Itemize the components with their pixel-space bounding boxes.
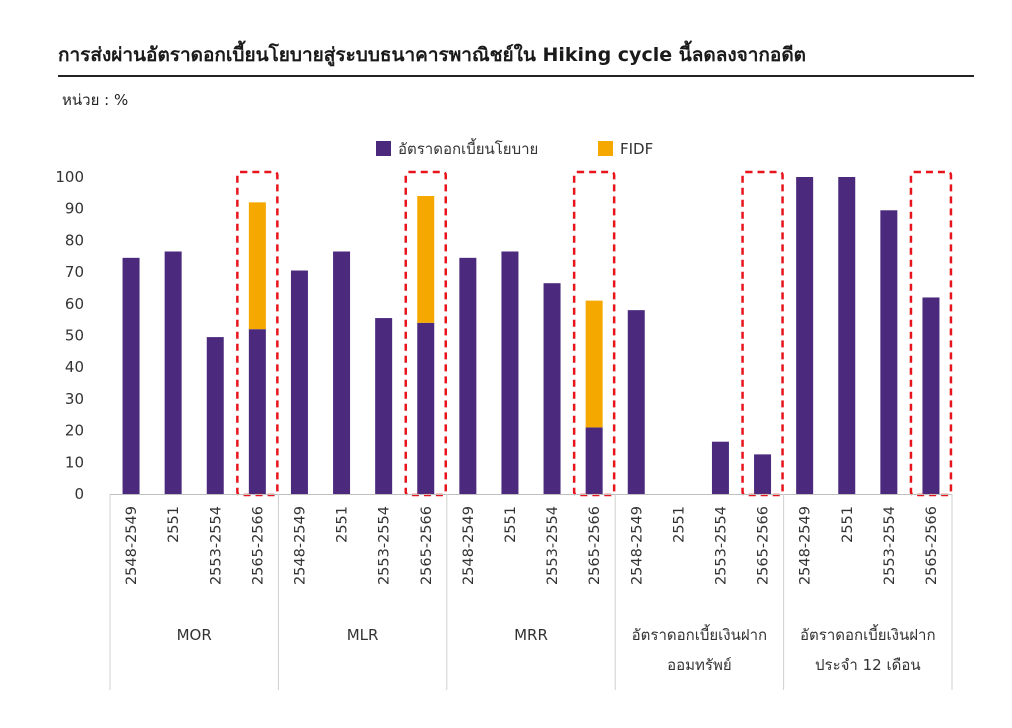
y-tick-label: 60 <box>65 295 84 313</box>
group-label: อัตราดอกเบี้ยเงินฝาก <box>632 624 768 644</box>
x-tick-label: 2565-2566 <box>924 506 940 585</box>
bar-policy-g4-c1 <box>838 177 856 494</box>
group-label: MRR <box>514 626 548 644</box>
x-tick-label: 2548-2549 <box>292 506 308 585</box>
unit-label: หน่วย : % <box>62 91 129 109</box>
group-label: ออมทรัพย์ <box>667 656 732 674</box>
group-label: ประจำ 12 เดือน <box>815 656 921 674</box>
bar-policy-g2-c2 <box>543 283 561 494</box>
x-tick-label: 2551 <box>166 506 182 543</box>
y-tick-label: 40 <box>65 358 84 376</box>
x-axis: 2548-2549 2551 2553-2554 2565-2566 MOR 2548-2… <box>109 494 953 690</box>
bar-policy-g1-c0 <box>290 270 308 494</box>
group-label: อัตราดอกเบี้ยเงินฝาก <box>800 624 936 644</box>
bar-policy-g0-c2 <box>206 337 224 494</box>
bars <box>122 177 940 494</box>
y-tick-label: 70 <box>65 263 84 281</box>
x-tick-label: 2553-2554 <box>882 506 898 585</box>
bar-policy-g4-c3 <box>922 297 940 494</box>
y-axis: 0 10 20 30 40 50 60 70 80 90 100 <box>55 168 84 503</box>
x-tick-label: 2548-2549 <box>124 506 140 585</box>
bar-policy-g2-c0 <box>459 257 477 494</box>
group-label: MLR <box>347 626 379 644</box>
bar-policy-g4-c2 <box>880 210 898 494</box>
bar-fidf-g0-c3 <box>248 202 266 330</box>
bar-policy-g3-c2 <box>711 441 729 494</box>
legend: อัตราดอกเบี้ยนโยบาย FIDF <box>376 138 653 158</box>
bar-policy-g3-c3 <box>754 454 772 494</box>
x-tick-label: 2551 <box>335 506 351 543</box>
title-rule <box>58 75 974 77</box>
bar-policy-g0-c1 <box>164 251 182 494</box>
bar-fidf-g1-c3 <box>417 196 435 323</box>
bar-policy-g3-c0 <box>627 310 645 494</box>
x-tick-label: 2548-2549 <box>461 506 477 585</box>
bar-policy-g1-c3 <box>417 322 435 494</box>
chart-title: การส่งผ่านอัตราดอกเบี้ยนโยบายสู่ระบบธนาค… <box>58 44 807 66</box>
legend-label-1: FIDF <box>620 140 653 158</box>
legend-label-0: อัตราดอกเบี้ยนโยบาย <box>398 138 538 158</box>
y-tick-label: 10 <box>65 453 84 471</box>
x-tick-label: 2553-2554 <box>713 506 729 585</box>
y-tick-label: 90 <box>65 200 84 218</box>
bar-policy-g2-c1 <box>501 251 519 494</box>
bar-policy-g0-c3 <box>248 329 266 494</box>
x-tick-label: 2565-2566 <box>250 506 266 585</box>
y-tick-label: 100 <box>55 168 84 186</box>
bar-policy-g2-c3 <box>585 427 603 494</box>
group-label: MOR <box>177 626 212 644</box>
bar-policy-g1-c1 <box>333 251 351 494</box>
y-tick-label: 30 <box>65 390 84 408</box>
x-tick-label: 2548-2549 <box>798 506 814 585</box>
x-tick-label: 2548-2549 <box>629 506 645 585</box>
y-tick-label: 50 <box>65 327 84 345</box>
x-tick-label: 2551 <box>840 506 856 543</box>
bar-policy-g1-c2 <box>375 318 393 494</box>
x-tick-label: 2565-2566 <box>756 506 772 585</box>
x-tick-label: 2551 <box>671 506 687 543</box>
legend-swatch-0 <box>376 141 391 156</box>
x-tick-label: 2565-2566 <box>419 506 435 585</box>
x-tick-label: 2553-2554 <box>208 506 224 585</box>
x-tick-label: 2565-2566 <box>587 506 603 585</box>
bar-policy-g0-c0 <box>122 257 140 494</box>
bar-fidf-g2-c3 <box>585 300 603 428</box>
y-tick-label: 20 <box>65 422 84 440</box>
y-tick-label: 80 <box>65 231 84 249</box>
legend-swatch-1 <box>598 141 613 156</box>
y-tick-label: 0 <box>74 485 84 503</box>
x-tick-label: 2551 <box>503 506 519 543</box>
highlight-box-g3 <box>741 170 784 497</box>
x-tick-label: 2553-2554 <box>377 506 393 585</box>
x-tick-label: 2553-2554 <box>545 506 561 585</box>
bar-policy-g4-c0 <box>796 177 814 494</box>
